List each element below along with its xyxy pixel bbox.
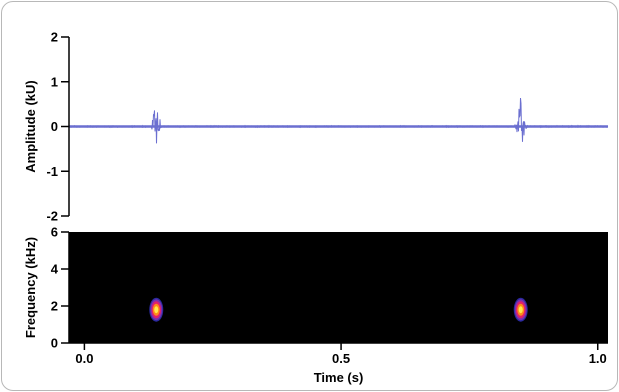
spectrogram-background bbox=[69, 232, 608, 343]
waveform-y-tick-label: -2 bbox=[46, 209, 58, 224]
spectrogram-x-axis-label: Time (s) bbox=[314, 370, 364, 385]
spectrogram-y-ticks: 6 4 2 0 bbox=[51, 225, 69, 351]
spectrogram-y-tick-label: 2 bbox=[51, 299, 58, 314]
spectrogram-hotspot bbox=[149, 297, 164, 322]
spectrogram-y-tick-label: 4 bbox=[51, 262, 59, 277]
waveform-y-tick-label: 1 bbox=[51, 74, 58, 89]
hotspot-layer bbox=[518, 306, 523, 314]
spectrogram-panel: 6 4 2 0 0.0 0.5 1.0 Frequency (kHz) Time (s) bbox=[23, 225, 608, 385]
hotspot-layer bbox=[154, 306, 159, 314]
spectrogram-y-tick-label: 6 bbox=[51, 225, 58, 240]
waveform-y-tick-label: 2 bbox=[51, 30, 58, 45]
spectrogram-hotspot bbox=[513, 297, 528, 322]
waveform-line bbox=[68, 97, 609, 144]
waveform-y-tick-label: 0 bbox=[51, 119, 58, 134]
waveform-y-tick-label: -1 bbox=[46, 164, 58, 179]
spectrogram-x-tick-label: 0.0 bbox=[75, 351, 93, 366]
spectrogram-hotspots bbox=[149, 297, 528, 322]
spectrogram-y-tick-label: 0 bbox=[51, 336, 58, 351]
spectrogram-x-tick-label: 1.0 bbox=[589, 351, 607, 366]
waveform-y-axis-label: Amplitude (kU) bbox=[23, 80, 38, 172]
waveform-panel: 2 1 0 -1 -2 Amplitude (kU) bbox=[23, 30, 609, 224]
spectrogram-y-axis-label: Frequency (kHz) bbox=[23, 237, 38, 338]
waveform-y-ticks: 2 1 0 -1 -2 bbox=[46, 30, 69, 224]
spectrogram-x-ticks: 0.0 0.5 1.0 bbox=[75, 343, 607, 366]
spectrogram-x-tick-label: 0.5 bbox=[332, 351, 350, 366]
